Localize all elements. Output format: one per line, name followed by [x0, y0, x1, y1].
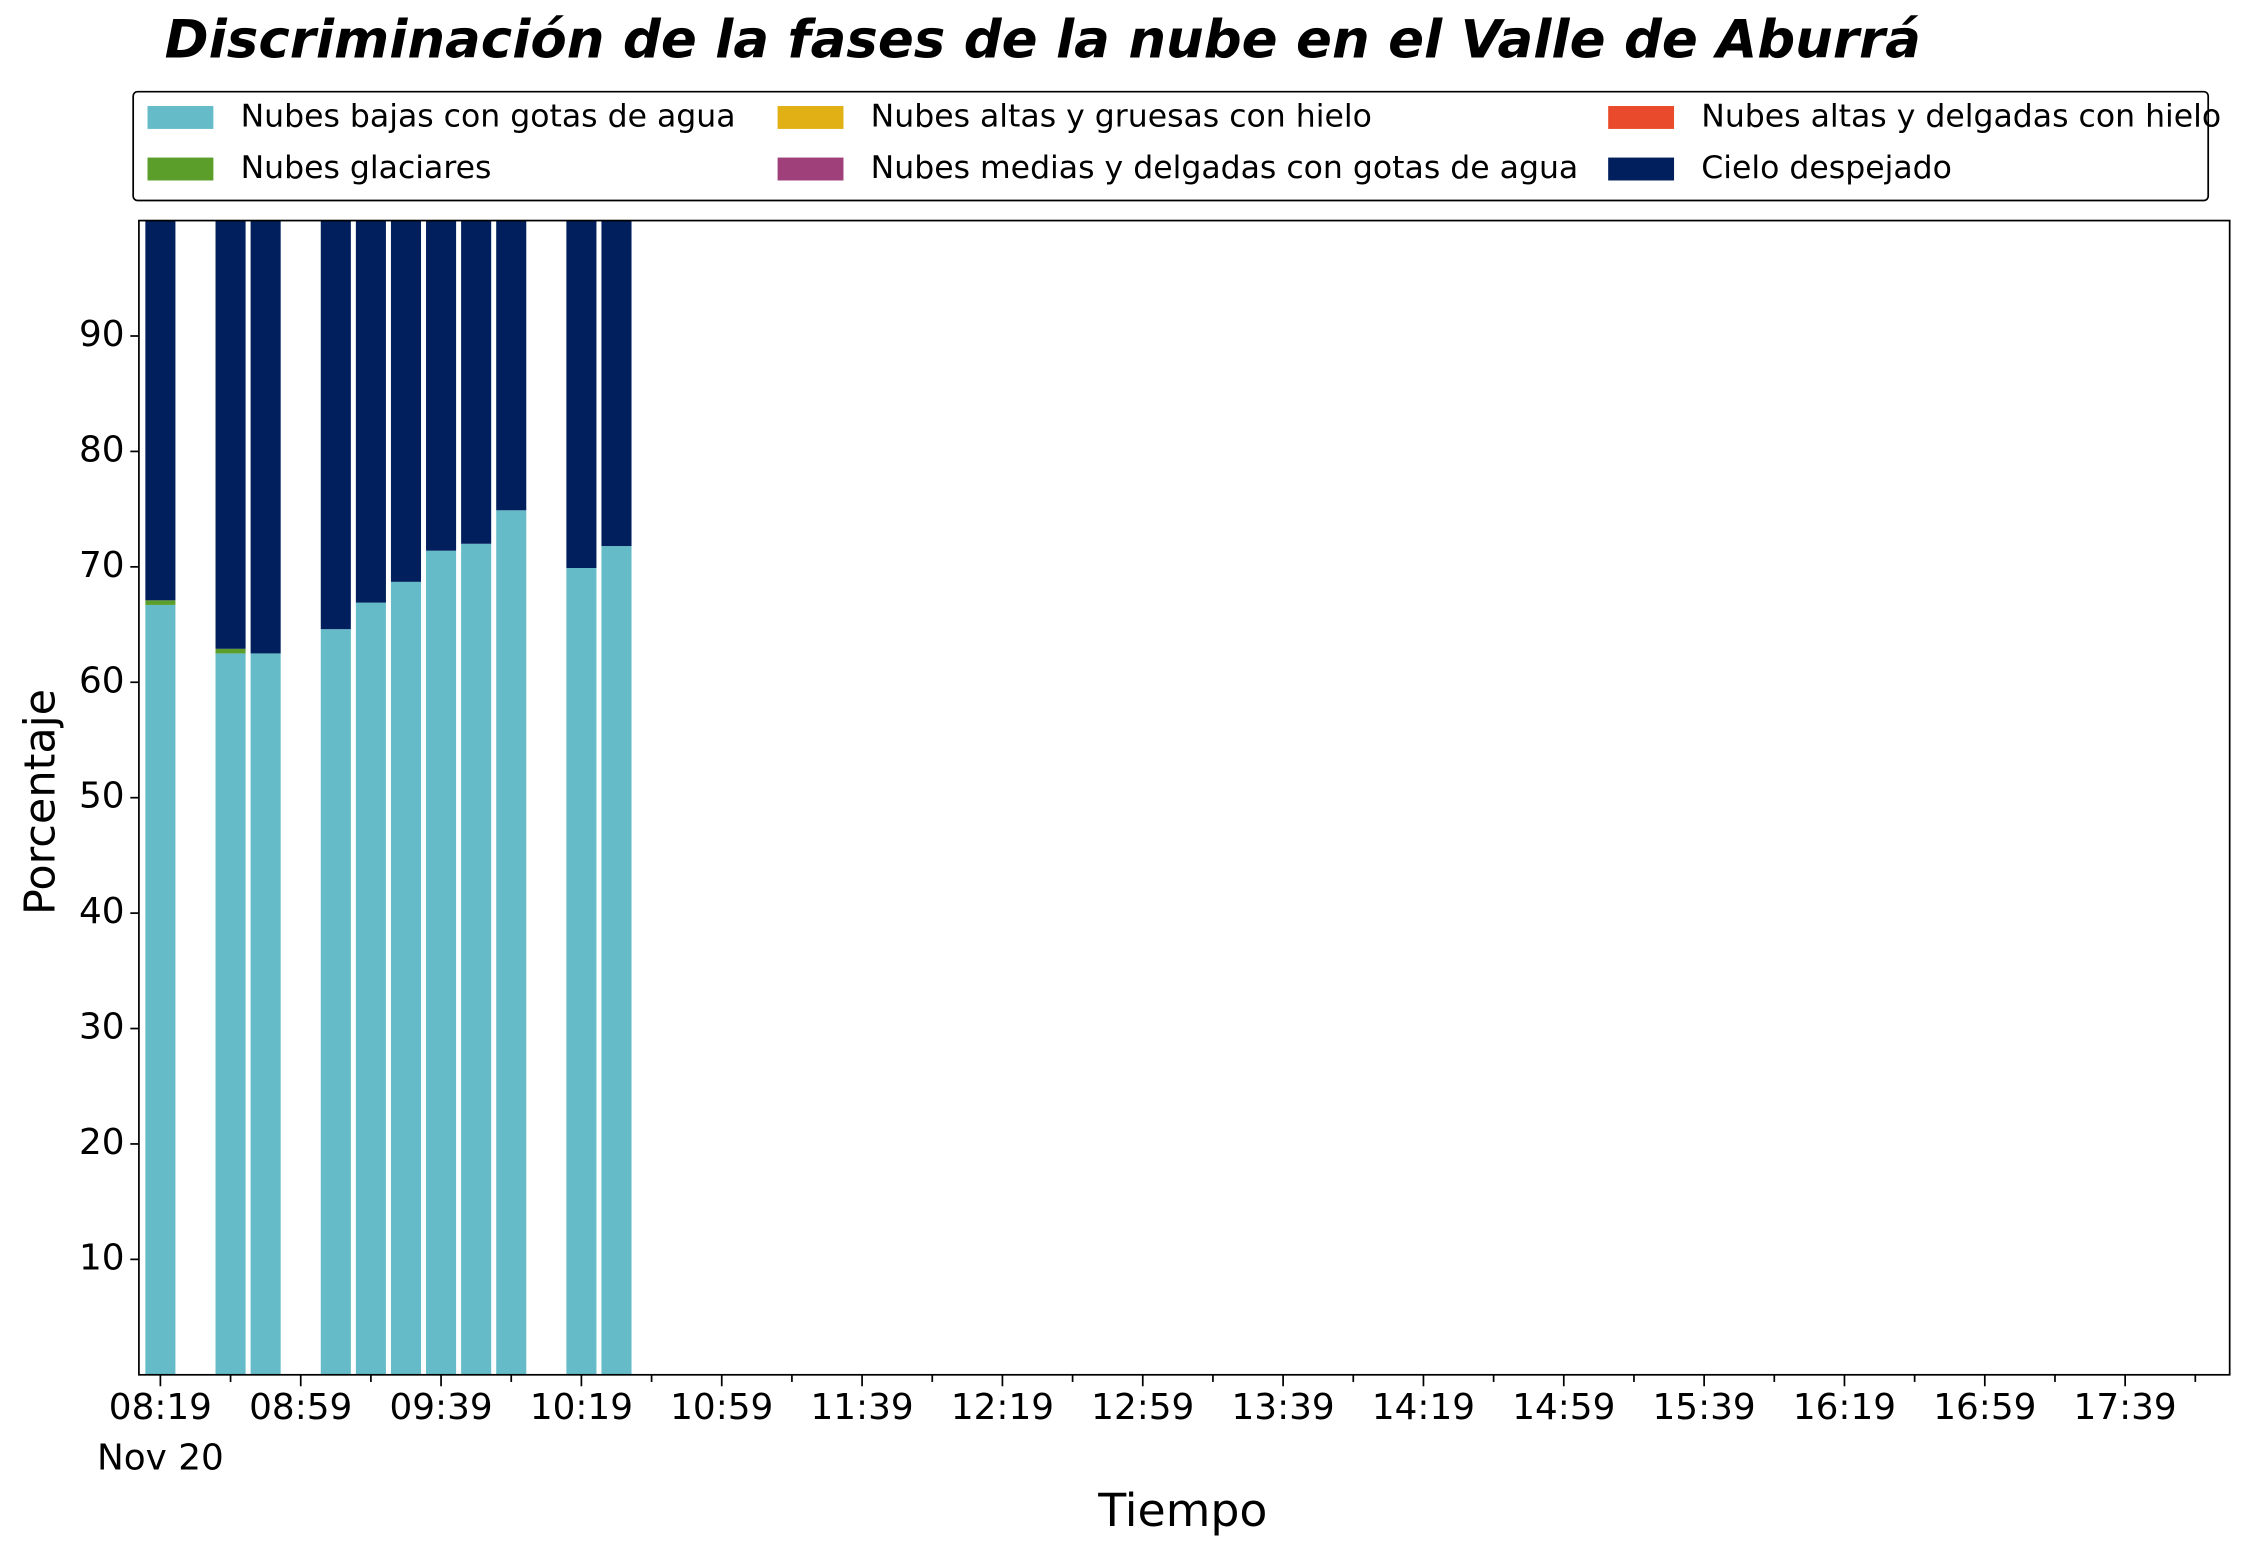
x-tick-label: 16:19: [1793, 1387, 1896, 1428]
legend-label: Nubes bajas con gotas de agua: [241, 98, 736, 134]
x-tick-label: 14:19: [1372, 1387, 1475, 1428]
bar-segment: [355, 220, 386, 603]
legend-swatch: [777, 157, 844, 181]
bar-segment: [496, 220, 527, 511]
y-tick-label: 20: [79, 1122, 125, 1163]
bar-segment: [215, 648, 246, 654]
legend-label: Nubes altas y delgadas con hielo: [1701, 98, 2221, 134]
bar-segment: [145, 604, 176, 1375]
x-tick-label: 08:19: [109, 1387, 212, 1428]
bar-segment: [426, 220, 457, 551]
bar-segment: [250, 653, 281, 1375]
legend-swatch: [147, 106, 214, 129]
x-tick-label: 16:59: [1933, 1387, 2036, 1428]
x-axis-label: Tiempo: [1097, 1483, 1267, 1537]
x-tick-label: 08:59: [249, 1387, 352, 1428]
bar-segment: [601, 220, 632, 547]
x-sublabel: Nov 20: [97, 1437, 224, 1478]
bar-segment: [426, 550, 457, 1375]
y-tick-label: 90: [79, 314, 125, 355]
plot-frame: [138, 219, 2231, 1376]
x-tick-label: 12:59: [1091, 1387, 1194, 1428]
x-tick-label: 14:59: [1512, 1387, 1615, 1428]
x-tick-label: 17:39: [2074, 1387, 2177, 1428]
bar-segment: [461, 543, 492, 1375]
bar-segment: [320, 220, 351, 630]
bar-segment: [355, 602, 386, 1375]
x-tick-label: 12:19: [951, 1387, 1054, 1428]
y-axis-label: Porcentaje: [15, 689, 65, 915]
legend-label: Nubes medias y delgadas con gotas de agu…: [871, 150, 1579, 186]
bar-segment: [496, 510, 527, 1375]
y-tick-label: 70: [79, 545, 125, 586]
bar-segment: [250, 220, 281, 654]
bar-segment: [145, 220, 176, 601]
x-tick-label: 15:39: [1653, 1387, 1756, 1428]
bar-segment: [566, 567, 597, 1375]
bar-segment: [461, 220, 492, 544]
y-tick-label: 40: [79, 891, 125, 932]
x-tick-label: 09:39: [389, 1387, 492, 1428]
x-tick-label: 10:19: [530, 1387, 633, 1428]
x-tick-label: 11:39: [810, 1387, 913, 1428]
y-tick-label: 10: [79, 1237, 125, 1278]
bar-segment: [601, 546, 632, 1375]
chart-title: Discriminación de la fases de la nube en…: [165, 10, 1921, 71]
y-tick-label: 50: [79, 776, 125, 817]
legend-box: [132, 90, 2210, 202]
legend-swatch: [777, 106, 844, 129]
bar-segment: [390, 220, 422, 582]
y-tick-label: 60: [79, 660, 125, 701]
x-tick-label: 10:59: [670, 1387, 773, 1428]
bar-segment: [145, 600, 176, 605]
bar-segment: [215, 220, 246, 649]
legend-label: Nubes altas y gruesas con hielo: [871, 98, 1372, 134]
y-tick-label: 30: [79, 1007, 125, 1048]
bar-segment: [390, 581, 422, 1375]
legend-swatch: [1608, 157, 1675, 181]
legend-swatch: [147, 157, 214, 181]
y-tick-label: 80: [79, 429, 125, 470]
x-tick-label: 13:39: [1232, 1387, 1335, 1428]
bar-segment: [566, 220, 597, 568]
bar-segment: [320, 629, 351, 1375]
bar-segment: [215, 653, 246, 1375]
legend-label: Nubes glaciares: [241, 150, 492, 186]
legend-label: Cielo despejado: [1701, 150, 1952, 186]
legend-swatch: [1608, 106, 1675, 129]
